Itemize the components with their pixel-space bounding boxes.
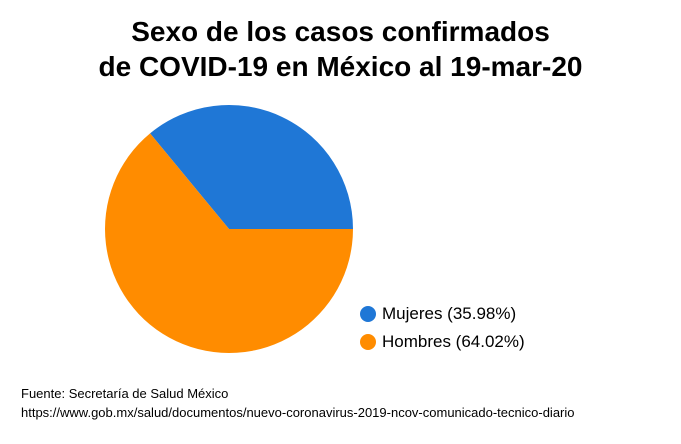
pie-slices — [105, 105, 353, 354]
legend: Mujeres (35.98%) Hombres (64.02%) — [360, 300, 525, 356]
legend-item-hombres: Hombres (64.02%) — [360, 328, 525, 356]
pie-slice-hombres — [105, 133, 353, 354]
chart-title-line-1: Sexo de los casos confirmados — [131, 16, 550, 47]
source-line: Fuente: Secretaría de Salud México — [21, 386, 229, 401]
source-note: Fuente: Secretaría de Salud México https… — [21, 384, 575, 422]
source-url: https://www.gob.mx/salud/documentos/nuev… — [21, 405, 575, 420]
legend-label-mujeres: Mujeres (35.98%) — [382, 304, 517, 323]
legend-item-mujeres: Mujeres (35.98%) — [360, 300, 525, 328]
chart-title: Sexo de los casos confirmados de COVID-1… — [0, 14, 681, 84]
legend-swatch-mujeres — [360, 306, 376, 322]
chart-title-line-2: de COVID-19 en México al 19-mar-20 — [98, 51, 583, 82]
legend-label-hombres: Hombres (64.02%) — [382, 332, 525, 351]
legend-swatch-hombres — [360, 334, 376, 350]
pie-slice-mujeres — [150, 105, 353, 229]
